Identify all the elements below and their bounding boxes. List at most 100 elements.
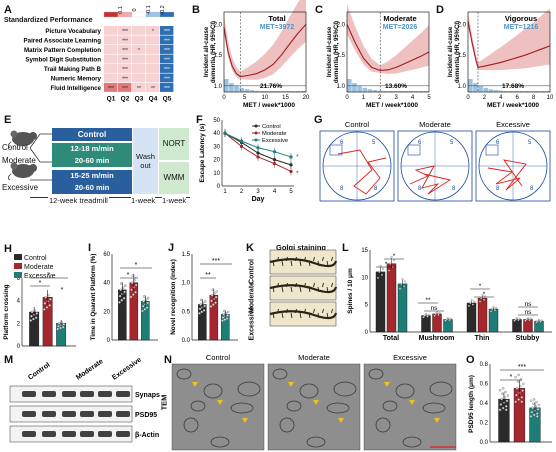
heatmap-cell	[132, 35, 146, 45]
heatmap-cell	[118, 54, 132, 64]
data-point	[203, 300, 207, 303]
box-excessive-speed: 15-25 m/min	[52, 170, 132, 182]
swim-track	[487, 159, 527, 191]
data-point	[492, 305, 495, 308]
y-tick-label: 2.0	[214, 22, 223, 28]
data-point	[44, 296, 47, 299]
panel-label-j: J	[168, 242, 175, 254]
y-tick-label: 1.0	[182, 281, 191, 287]
y-tick-label: 2.0	[458, 22, 467, 28]
data-point	[146, 296, 150, 300]
bar	[498, 398, 510, 443]
bar	[421, 315, 431, 333]
x-tick-label: 4	[499, 95, 503, 101]
category-label: Total	[383, 335, 399, 342]
box-moderate-duration: 20-60 min	[52, 155, 132, 167]
significance-star: *	[510, 374, 513, 381]
y-tick-label: 0	[17, 344, 21, 350]
panel-k: K Golgi staining Control Moderate Excess…	[244, 240, 338, 352]
heatmap-cell-stars: ***	[122, 48, 128, 54]
data-point	[289, 155, 293, 159]
data-point	[289, 163, 293, 167]
significance-star: *	[393, 253, 396, 260]
data-point	[500, 397, 503, 401]
histogram-bar	[418, 91, 424, 92]
maze-number: 5	[450, 140, 454, 146]
data-point	[226, 310, 230, 314]
panel-c: C 0 1 2 3 4 5 1.0 1.5 2.0 MET / week*1000 Incident…	[313, 0, 433, 110]
heatmap-title: Standardized Performance	[4, 17, 93, 24]
golgi-image	[269, 249, 337, 275]
data-point	[536, 415, 539, 418]
data-point	[530, 410, 534, 414]
category-label: Stubby	[516, 335, 540, 342]
heatmap-row-label: Numeric Memory	[51, 76, 102, 83]
dendritic-spine	[331, 256, 333, 262]
box-excessive-duration: 20-60 min	[52, 182, 132, 194]
histogram-bar	[539, 91, 545, 92]
panel-f: F 0 10 20 30 40 50 1 2 3 4 5 * * Day Escape Latency (s…	[194, 112, 310, 204]
heatmap-cell	[104, 64, 118, 73]
data-point	[57, 322, 61, 325]
histogram-bar	[534, 91, 540, 92]
data-point	[118, 294, 122, 298]
heatmap-row-label: Picture Vocabulary	[45, 28, 101, 35]
blot-band	[80, 411, 94, 417]
data-point	[517, 373, 520, 377]
data-point	[214, 301, 217, 304]
panel-label-e: E	[4, 114, 12, 126]
heatmap-cell	[160, 83, 174, 92]
x-axis-label: MET / week*1000	[243, 102, 295, 109]
heatmap-cell	[132, 83, 146, 92]
tem-vesicle	[368, 368, 384, 380]
data-point	[505, 408, 508, 412]
panel-g: G Control 6 5 8 8 Moderate 6 5 8 8 Excessive 6 5 8 8	[312, 112, 556, 204]
y-tick-label: 0.2	[480, 421, 489, 427]
dendritic-spine	[286, 308, 288, 314]
maze-number: 6	[496, 140, 500, 146]
dendritic-spine	[281, 286, 284, 293]
y-tick-label: 0.8	[480, 362, 489, 368]
data-point	[398, 287, 402, 290]
data-point	[222, 309, 226, 313]
blot-band	[22, 391, 36, 397]
maze-platform	[329, 144, 343, 156]
data-point	[118, 301, 121, 304]
data-point	[134, 290, 137, 294]
heatmap-cell-stars: ***	[164, 86, 170, 92]
data-point	[532, 398, 536, 401]
data-point	[45, 306, 49, 309]
legend-color-swatch	[159, 11, 175, 18]
dendritic-spine	[272, 312, 275, 319]
tem-vesicle	[402, 436, 422, 448]
maze-frame	[319, 130, 395, 202]
data-point	[141, 304, 145, 308]
legend-color-swatch	[103, 11, 119, 18]
bar	[375, 271, 386, 333]
x-tick-label: 4	[411, 95, 415, 101]
data-point	[517, 319, 520, 322]
hazard-curve	[467, 21, 551, 69]
x-tick-label: 10	[547, 95, 554, 101]
data-point	[449, 317, 452, 320]
dendritic-spine	[326, 260, 329, 267]
tem-vesicle	[422, 402, 446, 414]
data-point	[215, 290, 218, 293]
data-point	[132, 293, 135, 296]
significance-star: *	[483, 291, 486, 298]
data-point	[256, 155, 260, 159]
group-label-excessive: Excessive	[2, 183, 39, 192]
maze-frame	[475, 130, 551, 202]
tem-vesicle	[272, 368, 288, 380]
dendritic-spine	[331, 308, 333, 314]
legend-tick: 0	[132, 8, 138, 11]
data-point	[289, 169, 293, 174]
swim-track	[409, 165, 452, 195]
blot-band	[22, 411, 36, 417]
category-label: Mushroom	[419, 335, 455, 342]
legend-item-excessive: Excessive	[14, 272, 56, 281]
timeline-label-treadmill: 12-week treadmill	[48, 196, 109, 205]
significance-star: *	[296, 154, 299, 161]
data-point	[524, 319, 527, 322]
